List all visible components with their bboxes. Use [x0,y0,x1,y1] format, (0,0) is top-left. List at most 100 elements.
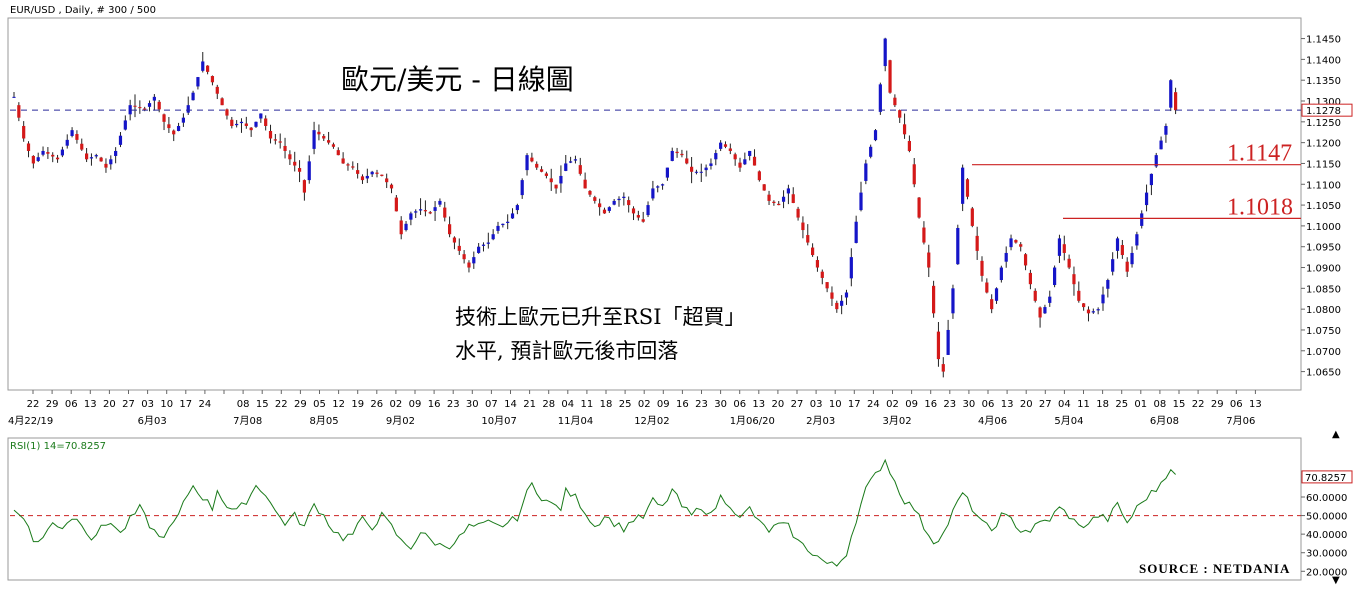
x-day-label: 02 [886,399,899,410]
candle-body [854,221,858,243]
candles [12,37,1178,378]
price-tick-label: 1.1250 [1306,118,1341,129]
candle-body [457,245,461,251]
candle-body [341,158,345,164]
candle-body [994,288,999,301]
candle-body [777,203,781,206]
candle-body [89,157,94,159]
x-day-label: 23 [943,399,956,410]
candle-body [883,38,887,67]
candle-body [94,155,98,157]
candle-body [767,194,771,201]
candle-body [762,184,766,191]
candle-body [844,292,849,298]
candle-body [1014,240,1018,243]
candle-body [1159,140,1163,150]
candle-body [360,176,365,181]
candle-body [549,178,553,183]
candle-body [927,252,931,268]
candle-body [733,154,737,160]
x-day-label: 29 [1211,399,1224,410]
candle-body [206,65,210,72]
candle-body [980,260,984,276]
candle-body [389,184,394,189]
x-day-label: 13 [752,399,765,410]
candle-body [307,161,311,181]
candle-body [544,173,548,176]
candle-body [36,157,40,161]
price-tick-label: 1.1050 [1306,201,1341,212]
collapse-arrow-icon[interactable]: ▲ [1332,429,1340,440]
price-tick-label: 1.1300 [1306,97,1341,108]
candle-body [143,108,147,110]
candle-body [510,213,515,219]
candle-body [902,124,907,135]
candle-body [244,123,248,126]
candle-body [1164,125,1168,135]
panel-scroll-icon[interactable]: ▼ [1332,575,1340,586]
candle-body [322,135,326,139]
candle-body [1135,234,1139,246]
candle-body [370,171,374,175]
price-panel-frame [7,17,1302,391]
x-day-label: 03 [141,399,154,410]
candle-body [99,157,103,162]
candle-body [859,192,863,211]
candle-body [820,271,824,278]
candle-body [462,254,466,260]
rsi-series-line [13,458,1176,567]
x-day-label: 09 [409,399,422,410]
x-day-label: 13 [1249,399,1262,410]
candle-body [878,84,882,112]
rsi-tick-label: 30.0000 [1306,549,1347,560]
candle-body [138,107,142,109]
candle-body [288,154,292,160]
candle-body [932,285,936,314]
candle-body [327,140,331,143]
candle-body [1086,309,1091,314]
candle-body [365,175,369,179]
candle-body [598,203,602,208]
candle-body [539,169,544,172]
candle-body [728,148,732,151]
candle-body [423,210,427,212]
x-day-label: 16 [676,399,689,410]
x-month-label: 7月06 [1226,415,1255,427]
candle-body [114,150,118,156]
x-month-label: 10月07 [481,415,516,427]
x-day-label: 30 [714,399,727,410]
candle-body [956,227,960,265]
candle-body [80,143,84,150]
candle-body [172,130,176,135]
candle-body [225,109,229,116]
x-axis: 22 29 06 13 20 27 03 10 17 24 08 15 22 29 05 12 19 26 02 09… [8,390,1262,427]
candle-body [757,171,761,181]
candle-body [1115,238,1120,251]
candle-body [907,140,911,151]
candle-body [946,329,950,355]
candle-body [404,223,408,231]
candle-body [525,155,529,171]
candle-body [176,125,181,131]
x-month-label: 4月06 [978,415,1007,427]
candle-body [293,161,297,166]
price-tick-label: 1.1350 [1306,76,1341,87]
candle-body [965,179,970,197]
candle-body [1154,155,1158,167]
candle-body [1028,272,1032,285]
candle-body [1120,245,1124,256]
x-month-label: 9月02 [386,415,415,427]
candle-body [283,145,287,151]
candle-body [215,86,219,94]
annotation-line-2: 水平, 預計歐元後市回落 [455,339,678,363]
candle-body [801,222,805,231]
candle-body [685,158,689,164]
candle-body [704,167,708,171]
candle-body [123,120,127,130]
candle-body [617,198,621,201]
candle-body [380,174,384,176]
rsi-panel-frame [7,437,1302,581]
price-tick-label: 1.0700 [1306,347,1341,358]
x-day-label: 17 [179,399,192,410]
candle-body [428,212,432,214]
